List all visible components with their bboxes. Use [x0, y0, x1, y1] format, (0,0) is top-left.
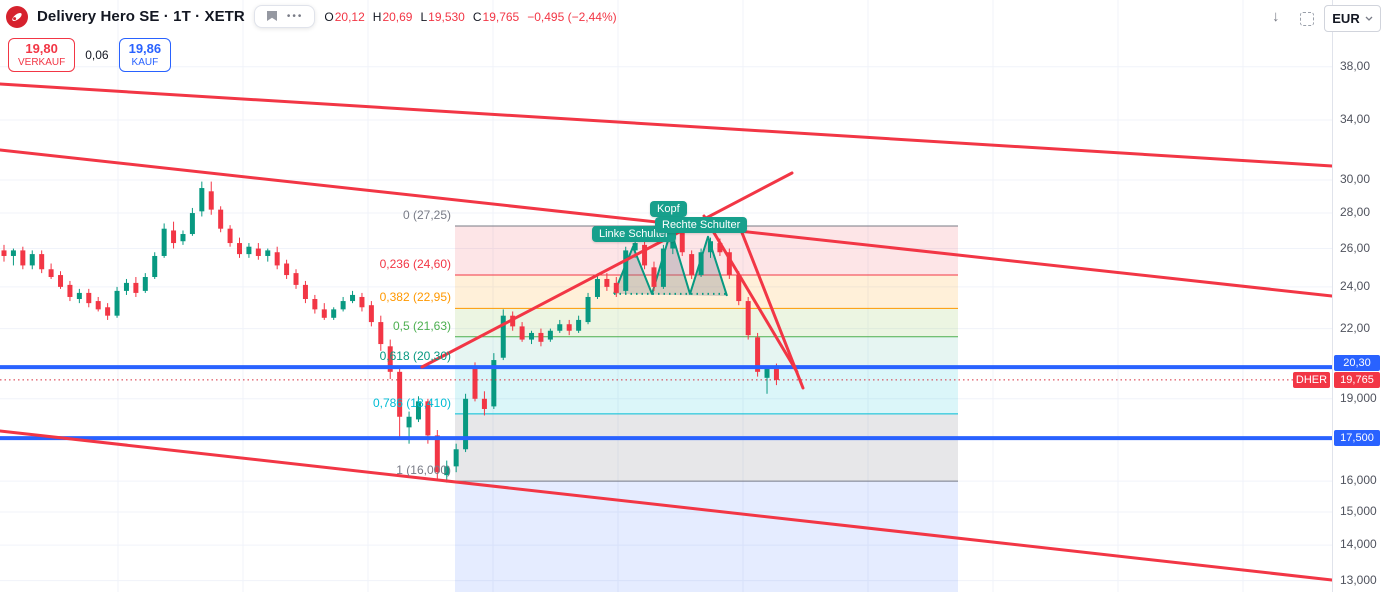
horizontal-ray-lines[interactable] [0, 365, 1332, 441]
axis-tick: 28,00 [1340, 205, 1371, 220]
ohlc-value: 19,765 [482, 9, 520, 24]
lower-support-line [0, 429, 1332, 582]
pattern-label[interactable]: Rechte Schulter [655, 217, 748, 233]
pattern-label[interactable]: Kopf [650, 201, 687, 217]
axis-tick: 30,00 [1340, 172, 1371, 186]
axis-tick: 13,000 [1340, 572, 1377, 587]
buy-button[interactable]: 19,86 KAUF [118, 38, 172, 73]
currency-label: EUR [1332, 11, 1360, 26]
fib-level-label[interactable]: 0,236 (24,60) [379, 257, 451, 272]
upper-resistance-line [0, 82, 1332, 168]
price-label-pill: 19,765 [1334, 371, 1380, 388]
axis-tick: 38,00 [1340, 58, 1371, 73]
ohlc-value: 20,69 [382, 9, 413, 24]
sell-button[interactable]: 19,80 VERKAUF [8, 38, 76, 73]
pattern-label[interactable]: Linke Schulter [592, 226, 676, 242]
buy-price: 19,86 [128, 41, 162, 56]
fib-level-label[interactable]: 0,5 (21,63) [392, 318, 451, 333]
delivery-hero-logo-icon [6, 5, 28, 28]
change-readout: −0,495 (−2,44%) [527, 9, 617, 24]
chart-legend: Delivery Hero SE · 1T · XETR ••• O20,12 H… [6, 5, 617, 28]
ohlc-letter: O [324, 9, 334, 24]
price-axis[interactable]: 38,00 34,00 30,00 28,00 26,00 24,00 22,00 19,00… [1332, 0, 1381, 592]
ohlc-letter: H [372, 9, 382, 24]
more-options-icon[interactable]: ••• [286, 10, 304, 22]
axis-tick: 24,00 [1340, 278, 1371, 293]
currency-dropdown[interactable]: EUR [1324, 5, 1381, 32]
axis-tick: 26,00 [1340, 240, 1371, 255]
ohlc-readout: O20,12 H20,69 L19,530 C19,765 −0,495 (−2,44%… [324, 10, 616, 24]
spread-value: 0,06 [85, 48, 109, 63]
price-label-pill: 20,30 [1334, 354, 1380, 371]
sell-price: 19,80 [25, 41, 58, 56]
fib-retracement-drawing[interactable] [455, 225, 958, 592]
fib-level-label[interactable]: 0,786 (18,410) [372, 395, 451, 410]
fib-level-label[interactable]: 0,382 (22,95) [379, 290, 451, 305]
ohlc-value: 20,12 [334, 9, 365, 24]
fib-level-label[interactable]: 1 (16,000) [396, 463, 451, 478]
axis-tick: 22,00 [1340, 320, 1371, 335]
symbol-price-tag: DHER [1293, 371, 1330, 388]
flag-icon[interactable] [266, 11, 278, 22]
channel-right-line [735, 218, 805, 390]
screenshot-icon[interactable] [1300, 12, 1314, 26]
axis-tick: 19,000 [1340, 390, 1377, 405]
axis-tick: 16,000 [1340, 473, 1377, 488]
axis-tick: 34,00 [1340, 112, 1371, 127]
axis-tick: 15,000 [1340, 504, 1377, 519]
download-icon[interactable]: ↓ [1272, 8, 1280, 25]
symbol-title[interactable]: Delivery Hero SE · 1T · XETR [37, 8, 245, 25]
price-chart-canvas[interactable] [0, 0, 1332, 592]
ohlc-value: 19,530 [428, 9, 465, 24]
sell-label: VERKAUF [18, 56, 66, 68]
ohlc-letter: C [472, 9, 482, 24]
fib-level-label[interactable]: 0 (27,25) [402, 208, 451, 223]
buy-label: KAUF [131, 56, 159, 68]
ohlc-letter: L [420, 9, 428, 24]
fib-level-label[interactable]: 0,618 (20,30) [379, 349, 451, 364]
axis-tick: 14,000 [1340, 537, 1377, 552]
legend-chip: ••• [253, 5, 316, 28]
channel-left-line [702, 214, 799, 374]
chevron-down-icon [1365, 16, 1373, 21]
trade-panel: 19,80 VERKAUF 0,06 19,86 KAUF [8, 38, 172, 73]
price-label-pill: 17,500 [1334, 429, 1380, 446]
ascending-trendline [420, 171, 794, 369]
